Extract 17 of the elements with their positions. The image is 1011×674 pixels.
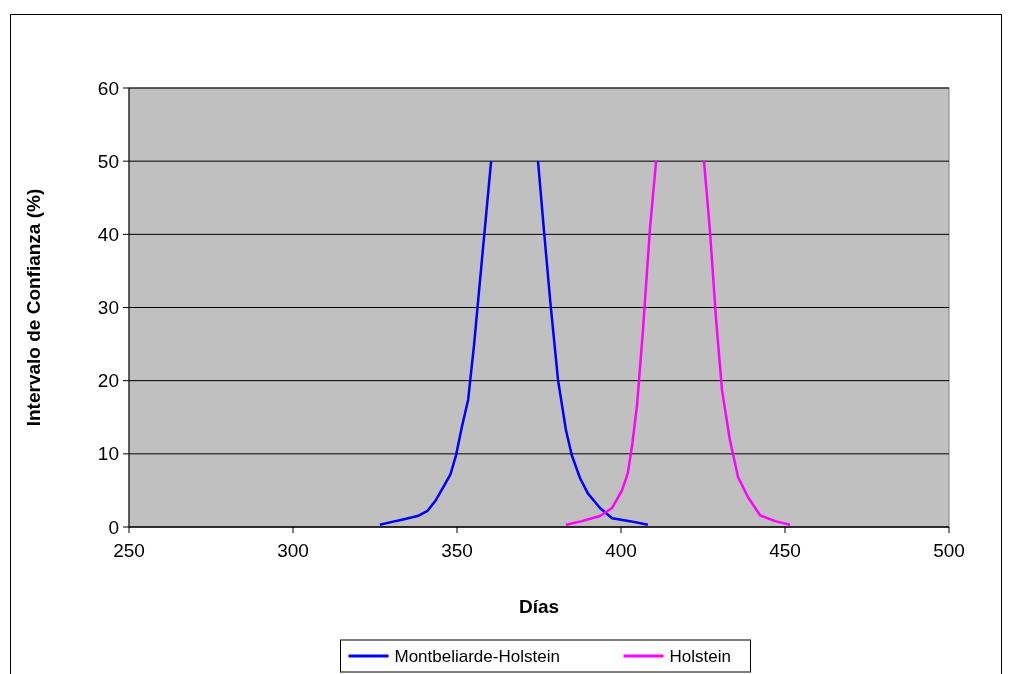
y-tick-label: 60 xyxy=(97,77,119,99)
y-tick-label: 20 xyxy=(97,370,119,392)
x-tick-label: 400 xyxy=(605,540,637,561)
x-tick-label: 350 xyxy=(441,540,473,561)
y-tick-label: 0 xyxy=(108,516,119,538)
x-tick-label: 300 xyxy=(277,540,309,561)
y-tick-label: 50 xyxy=(97,150,119,172)
y-tick-label: 10 xyxy=(97,443,119,465)
legend-label: Holstein xyxy=(669,646,731,666)
x-tick-label: 250 xyxy=(113,540,145,561)
y-tick-label: 40 xyxy=(97,223,119,245)
x-tick-label: 450 xyxy=(769,540,801,561)
x-tick-label: 500 xyxy=(933,540,965,561)
y-tick-label: 30 xyxy=(97,297,119,319)
legend-label: Montbeliarde-Holstein xyxy=(394,646,560,666)
y-axis-title: Intervalo de Confianza (%) xyxy=(23,188,44,427)
x-axis-title: Días xyxy=(518,596,560,617)
